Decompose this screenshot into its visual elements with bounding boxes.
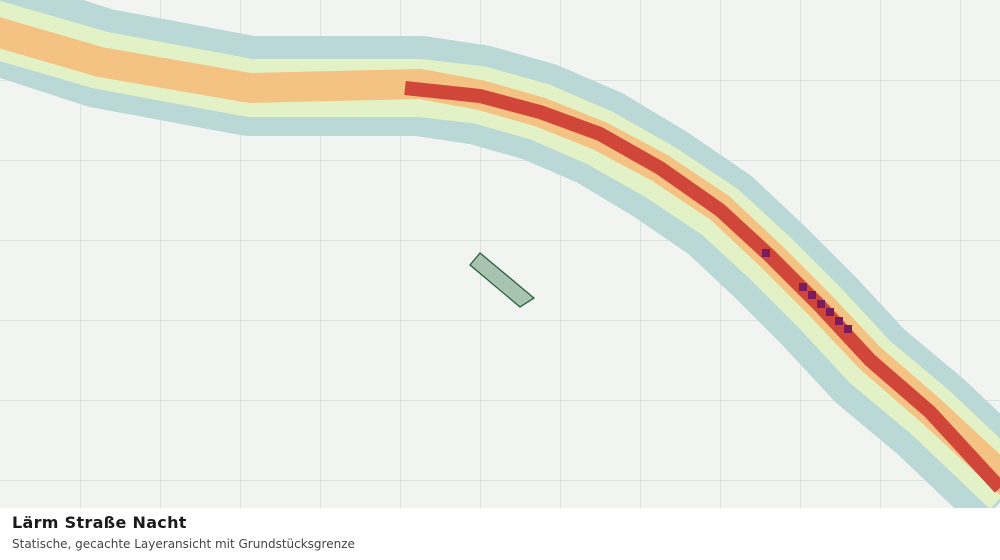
noise-band-veryhigh	[404, 81, 1000, 493]
noise-bands	[0, 0, 1000, 508]
layer-subtitle: Statische, gecachte Layeransicht mit Gru…	[12, 537, 355, 551]
parcel-boundary[interactable]	[469, 252, 536, 308]
layer-title: Lärm Straße Nacht	[12, 513, 187, 532]
noise-map	[0, 0, 1000, 508]
caption: Lärm Straße Nacht Statische, gecachte La…	[0, 508, 1000, 560]
noise-hotspots	[762, 249, 852, 333]
